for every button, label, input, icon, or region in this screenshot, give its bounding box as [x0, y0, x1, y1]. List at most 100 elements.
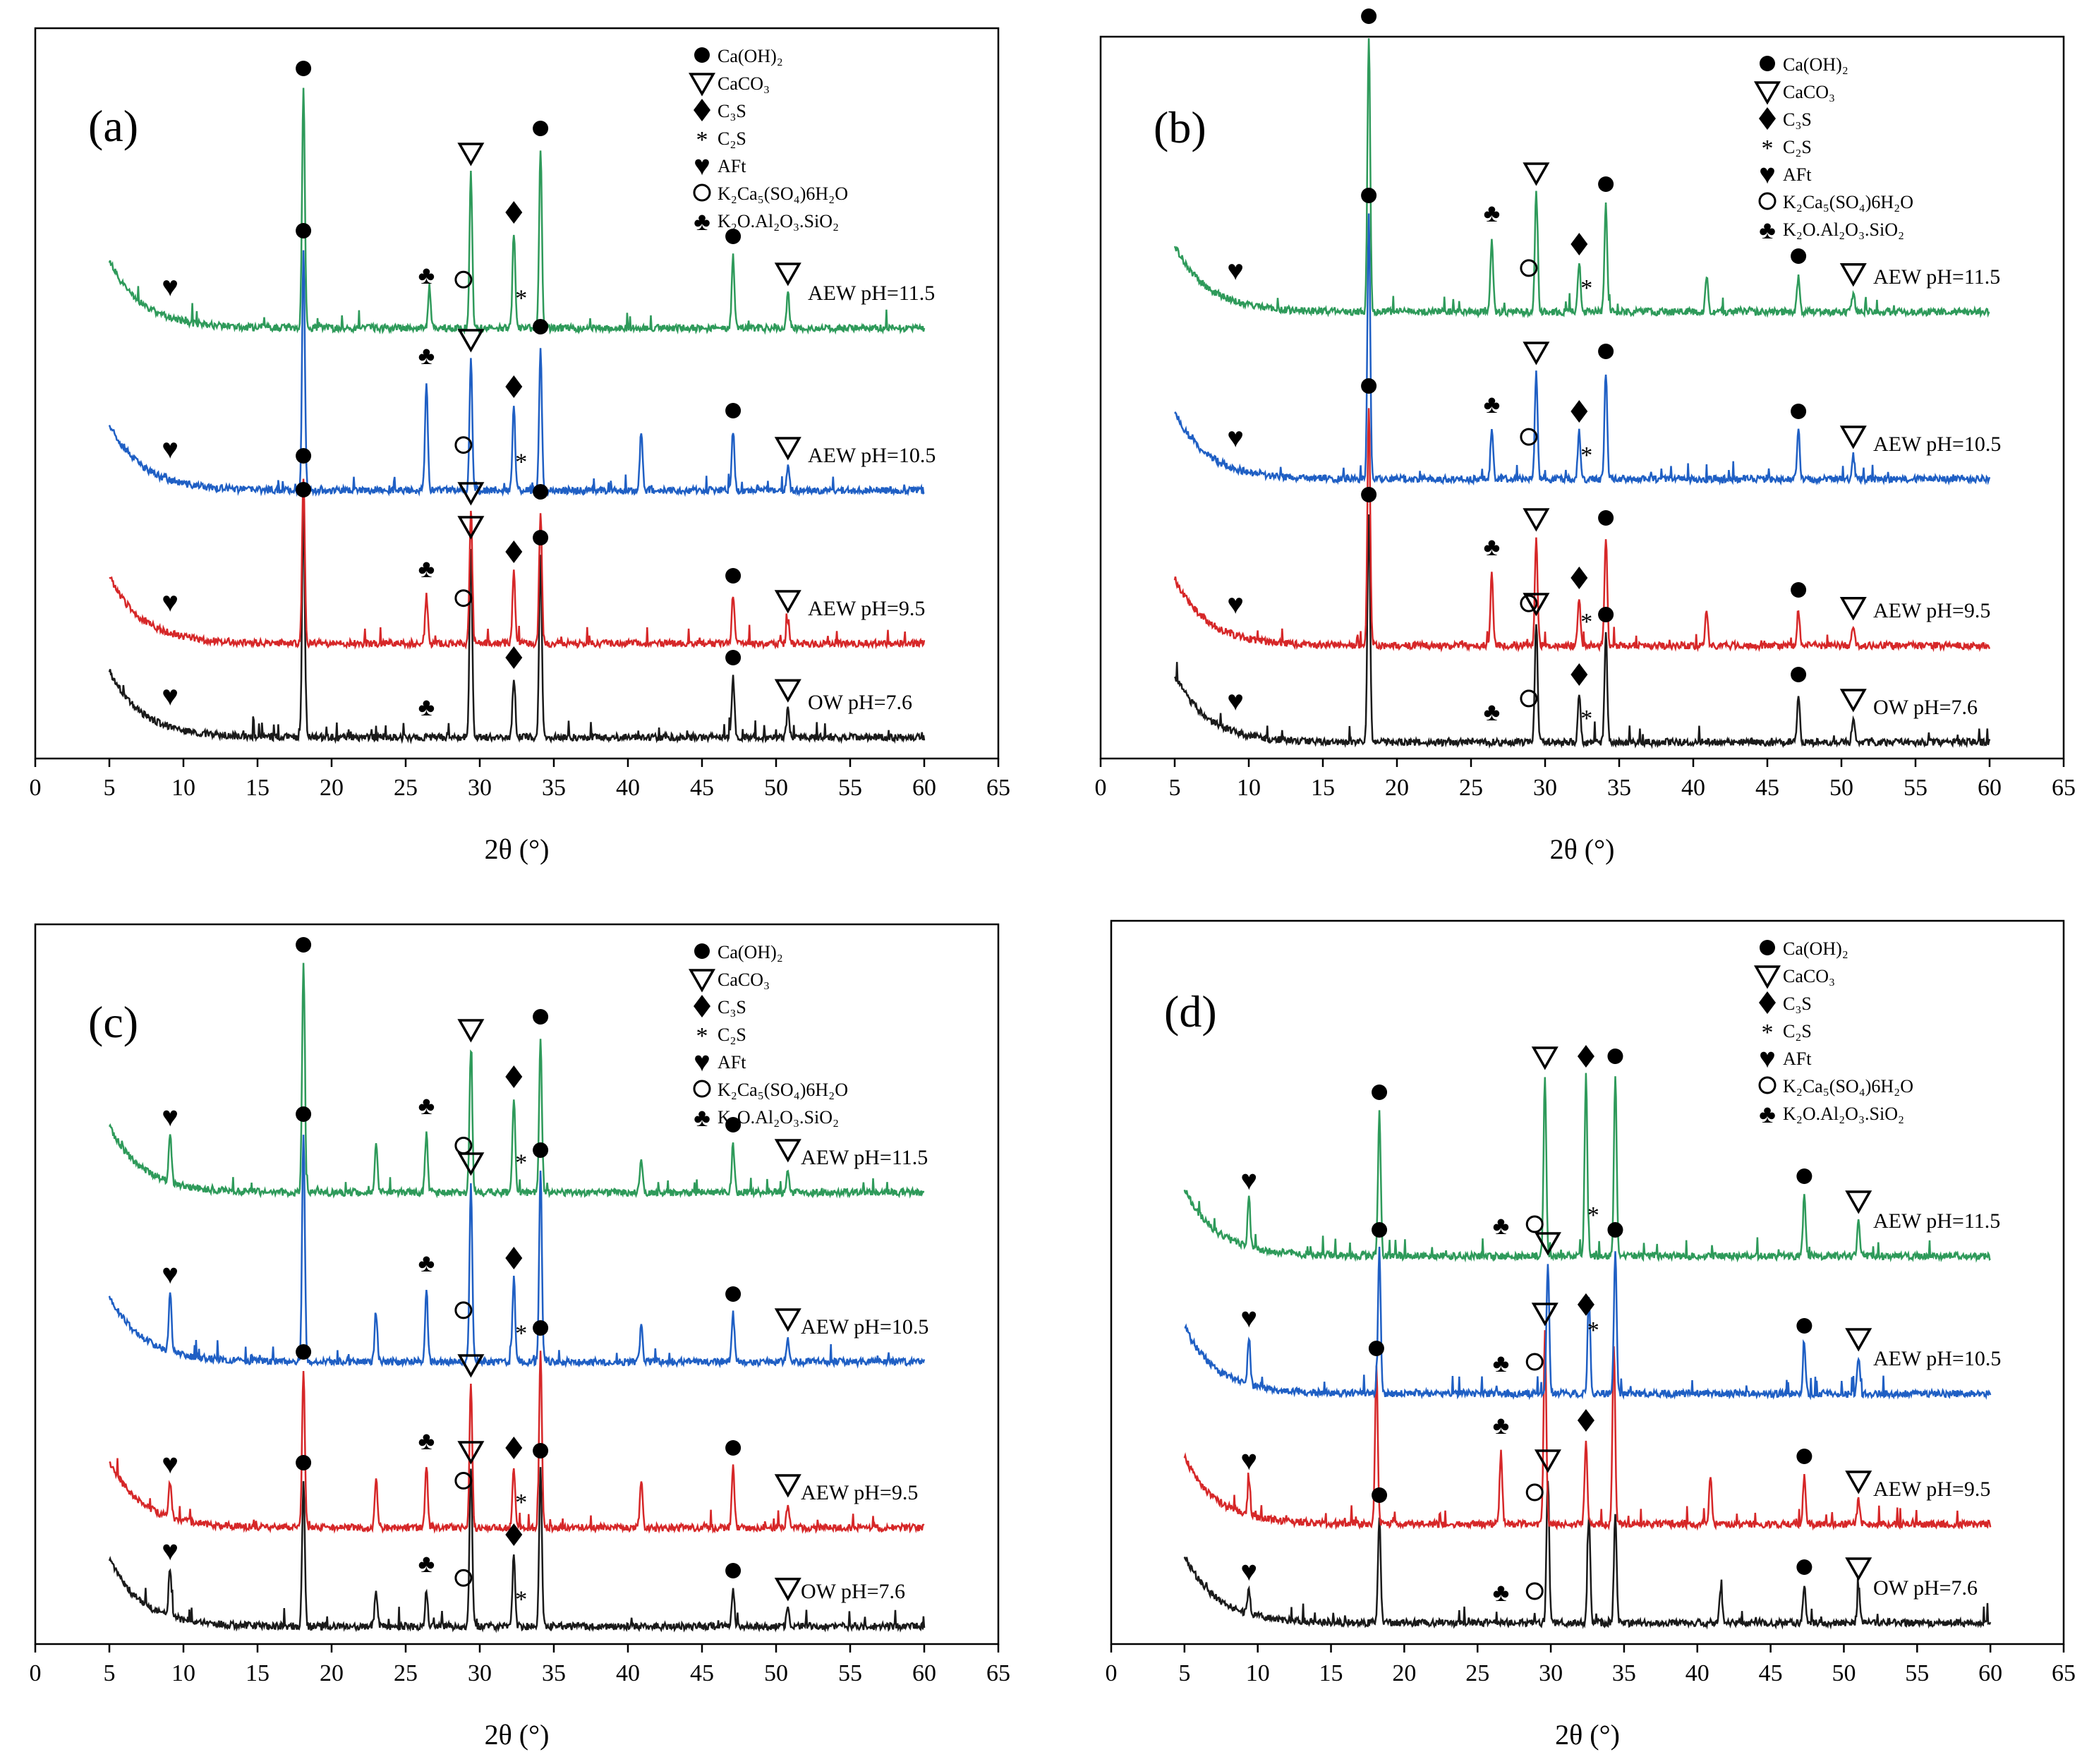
x-tick-label: 30 [1533, 775, 1557, 801]
legend-label: K₂Ca₅(SO₄)6H₂O [718, 1080, 848, 1100]
open-triangle-down-icon [688, 969, 716, 993]
legend-label: K₂O.Al₂O₃.SiO₂ [1783, 1104, 1904, 1124]
legend-label: K₂O.Al₂O₃.SiO₂ [1783, 219, 1904, 240]
club-icon: ♣ [1759, 1100, 1776, 1128]
filled-diamond-icon [1577, 1293, 1594, 1316]
filled-circle-icon [1791, 582, 1807, 598]
filled-circle-icon [533, 1443, 549, 1458]
x-tick-label: 30 [468, 1660, 492, 1686]
legend: Ca(OH)₂ CaCO₃ C₃S * C₂S ♥ AFt K₂Ca₅(SO₄)6H₂O ♣ K₂… [1753, 938, 1913, 1128]
open-triangle-down-icon [1753, 81, 1781, 105]
legend-label: Ca(OH)₂ [1783, 54, 1848, 75]
plot-frame [1099, 35, 2065, 760]
filled-diamond-icon [505, 201, 523, 224]
open-triangle-down-icon [774, 1308, 801, 1332]
asterisk-icon: * [1580, 609, 1592, 635]
x-tick-label: 65 [2052, 775, 2076, 801]
x-tick-label: 55 [1905, 1660, 1929, 1686]
filled-circle-icon [1607, 1222, 1623, 1238]
club-icon: ♣ [1484, 390, 1501, 418]
filled-circle-icon [1760, 940, 1775, 955]
open-triangle-down-icon [457, 482, 485, 506]
legend-label: CaCO₃ [718, 969, 770, 990]
x-tick-label: 20 [1392, 1660, 1416, 1686]
legend: Ca(OH)₂ CaCO₃ C₃S * C₂S ♥ AFt K₂Ca₅(SO₄)6H₂O ♣ K₂… [688, 46, 848, 236]
open-triangle-down-icon [1845, 1328, 1872, 1352]
asterisk-icon: * [515, 1587, 527, 1613]
open-triangle-down-icon [1845, 1190, 1872, 1214]
x-tick-label: 5 [1178, 1660, 1190, 1686]
filled-circle-icon [725, 229, 742, 244]
heart-icon: ♥ [162, 1448, 178, 1480]
series-label: AEW pH=11.5 [808, 282, 935, 305]
panel-b: 0 5 10 15 20 25 30 35 40 45 50 55 60 65 2θ (°) (b) Ca(OH… [1095, 8, 2076, 865]
legend: Ca(OH)₂ CaCO₃ C₃S * C₂S ♥ AFt K₂Ca₅(SO₄)6H₂O ♣ K₂… [1753, 54, 1913, 244]
open-triangle-down-icon [1531, 1046, 1559, 1070]
x-tick-label: 15 [1311, 775, 1335, 801]
heart-icon: ♥ [162, 433, 178, 464]
filled-circle-icon [1361, 378, 1377, 394]
legend-label: C₃S [1783, 109, 1812, 130]
series-label: OW pH=7.6 [808, 691, 912, 714]
legend-label: C₃S [1783, 993, 1812, 1014]
open-circle-icon [1525, 1483, 1544, 1502]
series-label: AEW pH=9.5 [808, 597, 925, 620]
x-tick-label: 60 [1978, 775, 2002, 801]
club-icon: ♣ [418, 342, 435, 370]
open-triangle-down-icon [1523, 508, 1550, 532]
filled-circle-icon [1791, 667, 1807, 682]
series-label: AEW pH=10.5 [808, 444, 936, 467]
x-tick-label: 0 [1106, 1660, 1118, 1686]
club-icon: ♣ [1493, 1349, 1510, 1377]
club-icon: ♣ [418, 693, 435, 721]
series-line-AEW9.5 [1183, 1330, 1992, 1531]
filled-circle-icon [1361, 188, 1377, 203]
heart-icon: ♥ [162, 679, 178, 711]
filled-circle-icon [694, 47, 710, 63]
filled-circle-icon [1598, 607, 1614, 622]
x-tick-label: 65 [986, 775, 1010, 801]
filled-diamond-icon [1577, 1409, 1594, 1432]
panel-label: (b) [1154, 102, 1206, 152]
series-line-OW [1183, 1480, 1992, 1630]
panel-a: 0 5 10 15 20 25 30 35 40 45 50 55 60 65 2θ (°) (a) Ca(OH… [30, 27, 1010, 865]
x-tick-label: 50 [764, 775, 788, 801]
open-circle-icon [1520, 689, 1538, 708]
asterisk-icon: * [696, 127, 708, 153]
open-triangle-down-icon [774, 1139, 801, 1163]
filled-circle-icon [1796, 1449, 1812, 1464]
heart-icon: ♥ [1759, 1042, 1776, 1074]
x-tick-label: 45 [1755, 775, 1779, 801]
filled-circle-icon [1598, 510, 1614, 526]
club-icon: ♣ [1484, 199, 1501, 227]
open-circle-icon [1520, 594, 1538, 612]
x-tick-label: 10 [171, 1660, 195, 1686]
open-circle-icon [1758, 1076, 1777, 1094]
open-circle-icon [454, 1471, 473, 1490]
series-line-AEW11.5 [108, 87, 926, 335]
filled-circle-icon [1598, 344, 1614, 359]
x-axis-label: 2θ (°) [485, 1719, 550, 1751]
legend-label: AFt [1783, 164, 1812, 185]
x-tick-label: 0 [30, 775, 42, 801]
x-tick-label: 5 [104, 775, 116, 801]
filled-circle-icon [725, 568, 742, 584]
series-line-OW [108, 508, 926, 744]
x-tick-label: 15 [246, 775, 270, 801]
series-line-AEW10.5 [108, 1135, 926, 1369]
x-tick-label: 15 [246, 1660, 270, 1686]
filled-circle-icon [533, 530, 549, 545]
legend-label: CaCO₃ [718, 73, 770, 94]
filled-circle-icon [1791, 404, 1807, 419]
x-tick-label: 60 [912, 775, 936, 801]
asterisk-icon: * [515, 449, 527, 476]
heart-icon: ♥ [694, 1046, 710, 1077]
open-triangle-down-icon [1845, 1557, 1872, 1581]
legend-label: Ca(OH)₂ [718, 46, 783, 66]
open-triangle-down-icon [774, 679, 801, 703]
x-tick-label: 10 [1237, 775, 1261, 801]
series-label: AEW pH=11.5 [1873, 265, 2000, 289]
open-triangle-down-icon [457, 516, 485, 540]
x-tick-label: 65 [2052, 1660, 2076, 1686]
asterisk-icon: * [515, 1490, 527, 1516]
